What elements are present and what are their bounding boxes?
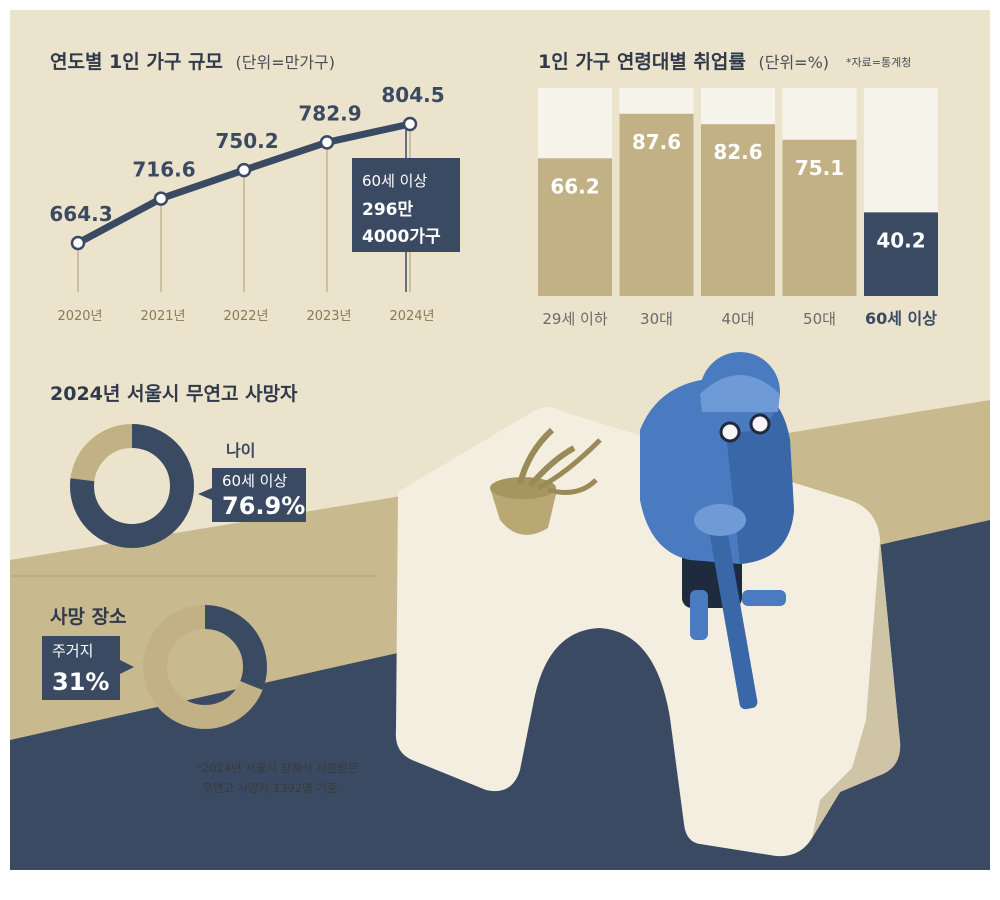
chart-line-household-size: 연도별 1인 가구 규모 (단위=만가구) 664.3 2020년 716.6 202… [49, 51, 460, 324]
bar-4 [864, 212, 938, 296]
footnote-line2: 무연고 사망자 1392명 기준. [202, 781, 341, 795]
x-tick-label-4: 2024년 [389, 309, 434, 324]
donut-place: 사망 장소 주거지 31% [42, 605, 267, 729]
footnote-line1: *2024년 서울시 장례식 지원받은 [196, 761, 358, 775]
line-value-label-1: 716.6 [132, 158, 195, 182]
elderly-person [640, 352, 794, 710]
bar-category-label-3: 50대 [803, 310, 836, 328]
annotation-line3: 4000가구 [362, 227, 441, 247]
line-value-label-2: 750.2 [215, 129, 278, 153]
donut-place-slice-label: 주거지 [52, 642, 93, 660]
bar-3 [782, 139, 857, 296]
x-tick-label-1: 2021년 [140, 309, 185, 324]
donut-age-callout [198, 468, 306, 522]
donut-age-label: 나이 [226, 441, 255, 460]
bar-0 [538, 158, 612, 296]
bar-value-label-3: 75.1 [795, 156, 844, 180]
line-point-4 [402, 116, 418, 132]
x-tick-label-3: 2023년 [306, 309, 351, 324]
bar-chart-plot: 66.2 29세 이하 87.6 30대 82.6 40대 75.1 50대 40.2 60세 이… [538, 88, 938, 328]
line-point-1 [153, 191, 169, 206]
donut-place-callout [42, 636, 134, 700]
plant-pot [490, 427, 602, 535]
x-tick-label-2: 2022년 [223, 309, 268, 324]
donut-place-title: 사망 장소 [50, 606, 127, 628]
line-value-label-0: 664.3 [49, 202, 112, 226]
line-point-2 [236, 162, 252, 178]
bar-value-label-2: 82.6 [713, 140, 762, 164]
donut-place-value: 31% [52, 668, 109, 696]
line-value-label-4: 804.5 [381, 83, 444, 107]
donut-place-slice-home [143, 605, 267, 729]
donut-section-title: 2024년 서울시 무연고 사망자 [50, 383, 298, 405]
bar-chart-source: *자료=통계청 [846, 56, 911, 69]
donut-age-slice-label: 60세 이상 [222, 472, 287, 490]
line-annotation-box: 60세 이상 296만 4000가구 [352, 128, 460, 292]
footnote: *2024년 서울시 장례식 지원받은 무연고 사망자 1392명 기준. [196, 761, 358, 795]
line-point-0 [70, 235, 86, 251]
donut-age-slice-60plus [70, 424, 194, 548]
x-tick-label-0: 2020년 [57, 309, 102, 324]
line-chart-plot: 664.3 2020년 716.6 2021년 750.2 2022년 782.9 2023년… [49, 83, 444, 324]
line-point-3 [319, 135, 335, 150]
line-chart-title: 연도별 1인 가구 규모 (단위=만가구) [50, 51, 335, 73]
annotation-line1: 60세 이상 [362, 172, 427, 190]
bar-category-label-0: 29세 이하 [542, 310, 607, 328]
bar-chart-title: 1인 가구 연령대별 취업률 (단위=%) [538, 51, 829, 73]
line-value-label-3: 782.9 [298, 101, 361, 125]
bar-category-label-2: 40대 [722, 310, 755, 328]
bar-category-label-4: 60세 이상 [865, 309, 937, 328]
bar-1 [619, 113, 694, 297]
bar-2 [701, 124, 775, 296]
house-shadow [812, 540, 901, 838]
annotation-line2: 296만 [362, 200, 413, 220]
illustration [395, 352, 901, 857]
chart-bar-employment-rate: 1인 가구 연령대별 취업률 (단위=%) *자료=통계청 66.2 29세 이하… [538, 51, 938, 328]
bar-value-label-1: 87.6 [632, 130, 681, 154]
bar-value-label-0: 66.2 [550, 174, 599, 198]
donut-age-value: 76.9% [222, 492, 305, 520]
donut-age: 나이 60세 이상 76.9% [70, 424, 306, 548]
bar-value-label-4: 40.2 [876, 228, 925, 252]
bar-category-label-1: 30대 [640, 310, 673, 328]
